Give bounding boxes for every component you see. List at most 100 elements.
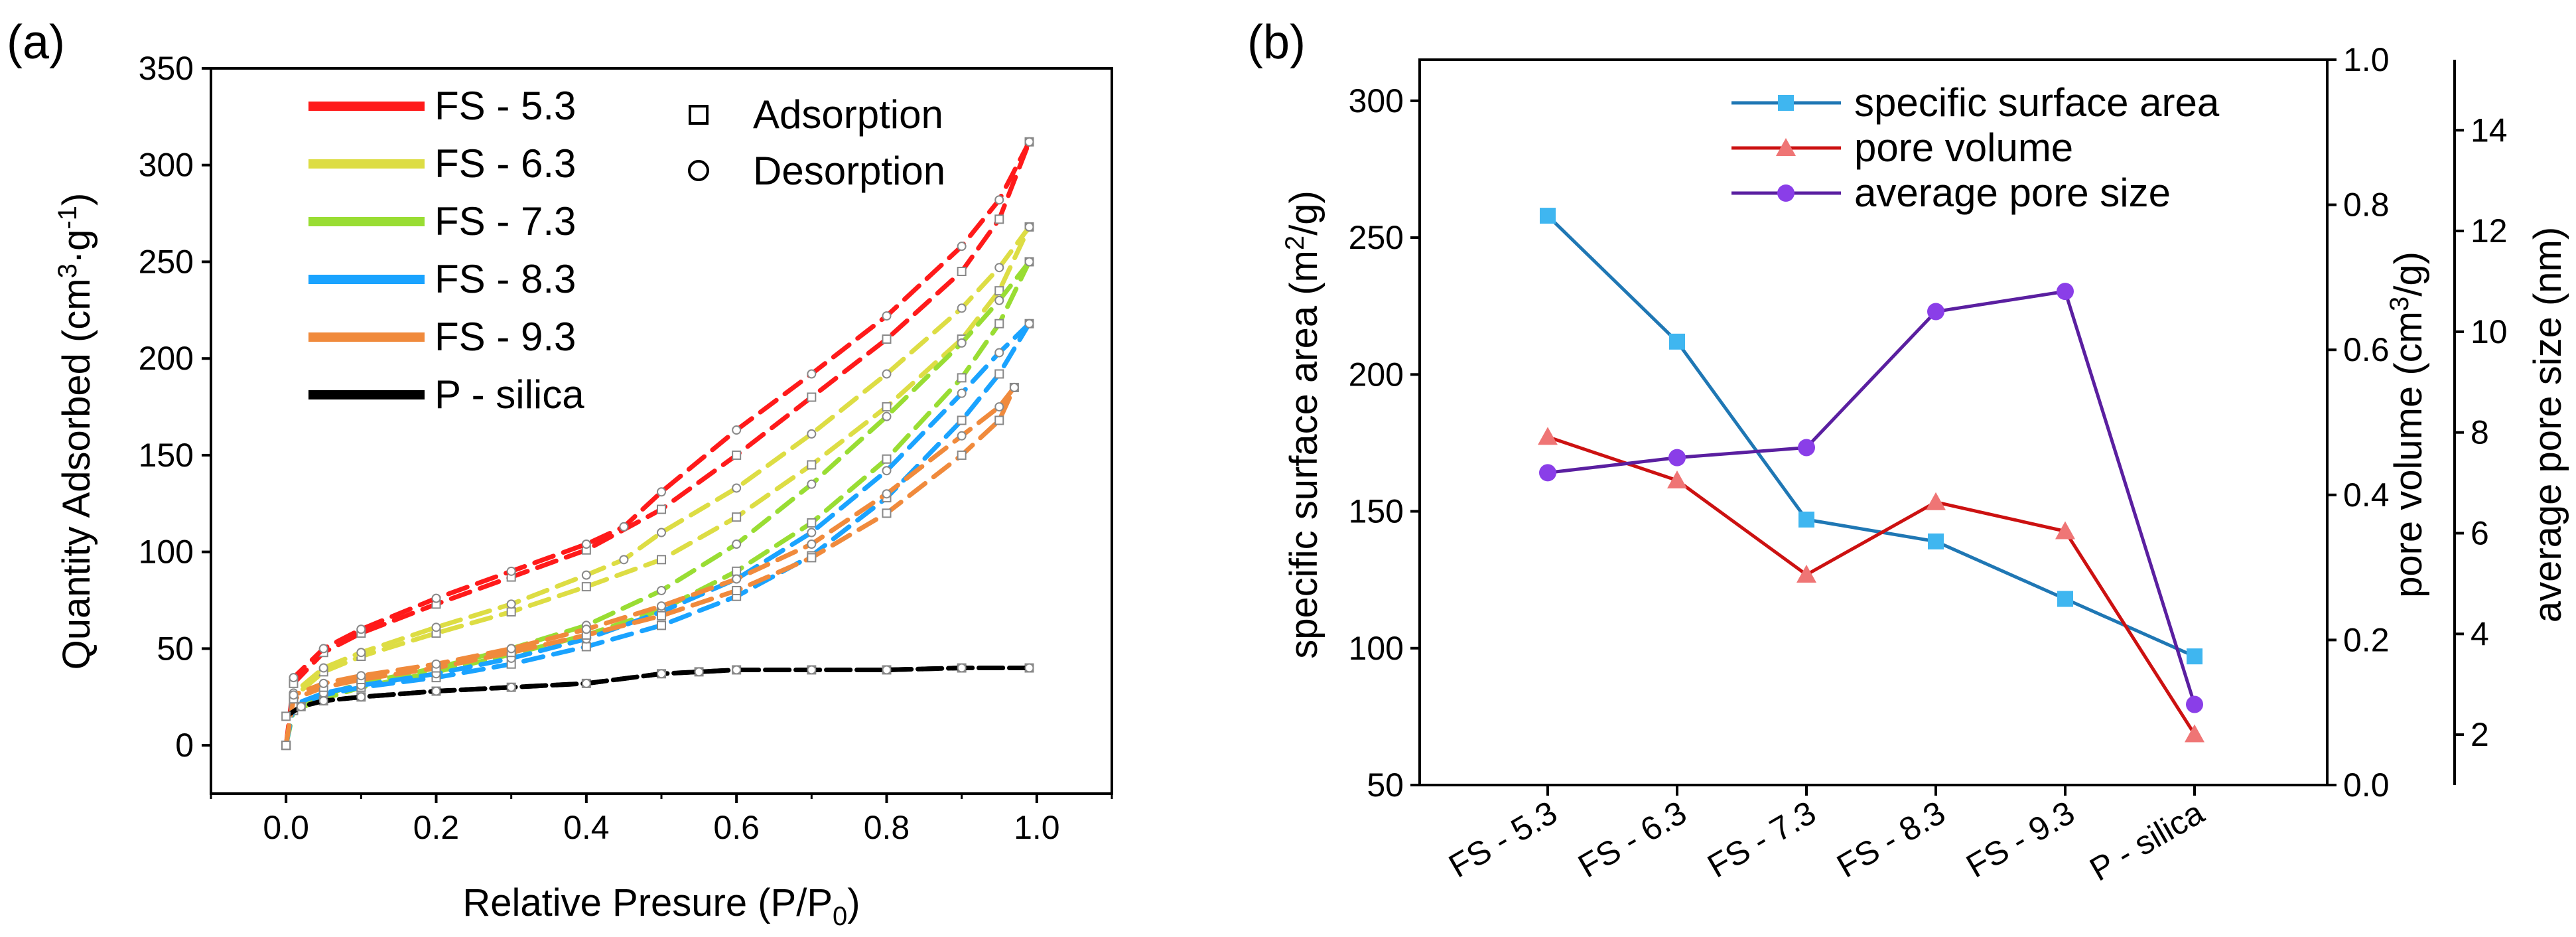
y-tick-label: 100 [1349, 630, 1404, 667]
desorption-marker [506, 644, 516, 654]
adsorption-marker [657, 611, 666, 620]
legend-label: FS - 8.3 [435, 257, 576, 301]
series-line [1547, 435, 2197, 735]
x-tick-label: FS - 8.3 [1830, 794, 1951, 885]
y3-tick-label: 10 [2471, 313, 2508, 350]
adsorption-marker [957, 450, 967, 460]
desorption-marker [296, 701, 306, 711]
desorption-marker [1009, 382, 1019, 392]
legend-desorption-label: Desorption [753, 149, 945, 193]
legend-label: FS - 6.3 [435, 141, 576, 186]
desorption-marker [506, 682, 516, 692]
desorption-marker [1024, 257, 1034, 267]
panel-b-frame [1418, 58, 2329, 786]
legend-label: average pore size [1854, 171, 2171, 215]
desorption-marker [957, 242, 967, 252]
panel-b-chart: FS - 5.3 FS - 6.3 FS - 7.3 FS - 8.3 FS - 9.3… [1280, 41, 2569, 889]
y3-tick-label: 4 [2471, 615, 2489, 652]
data-point [1668, 449, 1686, 467]
adsorption-marker [657, 504, 666, 514]
legend-label: FS - 5.3 [435, 84, 576, 128]
data-point [1927, 303, 1944, 321]
adsorption-marker [732, 585, 742, 595]
x-tick-label: FS - 6.3 [1572, 794, 1692, 885]
panel-a-ticks: 0.0 0.2 0.4 0.6 0.8 1.0 0 50 100 150 200 250 300 350 [139, 50, 1113, 846]
series-line [291, 139, 1032, 680]
adsorption-marker [657, 620, 666, 630]
y-tick-label: 100 [139, 534, 194, 571]
y2-tick-label: 0.6 [2343, 331, 2390, 368]
adsorption-marker [994, 319, 1004, 328]
desorption-marker [732, 540, 742, 549]
y3-tick-label: 14 [2471, 111, 2508, 149]
y-tick-label: 0 [175, 727, 194, 764]
desorption-marker [619, 522, 629, 532]
data-point [2186, 695, 2203, 713]
x-tick-label: 0.8 [864, 809, 910, 846]
desorption-marker [994, 348, 1004, 358]
adsorption-marker [957, 415, 967, 425]
desorption-marker [581, 678, 591, 688]
data-point [1538, 427, 1558, 445]
desorption-marker [957, 303, 967, 313]
adsorption-marker [732, 512, 742, 522]
x-tick-label: 0.2 [413, 809, 460, 846]
desorption-marker [732, 425, 742, 435]
data-point [2057, 591, 2073, 607]
desorption-marker [994, 263, 1004, 273]
legend-label: FS - 9.3 [435, 315, 576, 359]
desorption-marker [657, 585, 666, 595]
x-tick-label: FS - 5.3 [1442, 794, 1563, 885]
desorption-marker [807, 479, 817, 489]
desorption-marker [807, 540, 817, 549]
y2-tick-label: 0.2 [2343, 621, 2390, 658]
legend-desorption-marker [688, 160, 709, 181]
adsorption-marker [807, 518, 817, 528]
panel-b-y2label: pore volume (cm3/g) [2385, 252, 2430, 598]
panel-b-ylabel: specific surface area (m2/g) [1280, 190, 1325, 659]
desorption-marker [356, 624, 366, 634]
legend-marker [1778, 95, 1794, 111]
desorption-marker [807, 429, 817, 439]
desorption-marker [506, 599, 516, 609]
desorption-marker [657, 487, 666, 497]
y-tick-label: 200 [1349, 356, 1404, 393]
series-line [291, 321, 1032, 707]
y2-tick-label: 0.4 [2343, 476, 2390, 514]
adsorption-marker [957, 267, 967, 277]
desorption-marker [657, 669, 666, 679]
desorption-marker [619, 555, 629, 565]
panel-a-label: (a) [7, 16, 65, 69]
adsorption-marker [506, 607, 516, 617]
adsorption-marker [994, 369, 1004, 379]
series-line [283, 224, 1032, 748]
desorption-marker [957, 338, 967, 348]
series-line [1547, 289, 2197, 705]
panel-a-xlabel: Relative Presure (P/P0) [462, 881, 860, 931]
desorption-marker [882, 489, 892, 499]
x-tick-label: 0.4 [563, 809, 610, 846]
desorption-marker [431, 686, 441, 696]
y3-tick-label: 12 [2471, 212, 2508, 250]
desorption-marker [732, 574, 742, 584]
data-point [1667, 470, 1687, 488]
desorption-marker [694, 667, 704, 677]
adsorption-marker [281, 711, 291, 721]
desorption-marker [882, 411, 892, 421]
desorption-marker [318, 663, 328, 673]
desorption-marker [807, 665, 817, 675]
desorption-marker [289, 673, 299, 683]
adsorption-marker [807, 392, 817, 402]
legend-label: specific surface area [1854, 80, 2220, 125]
adsorption-marker [657, 555, 666, 565]
adsorption-marker [807, 553, 817, 563]
desorption-marker [506, 566, 516, 576]
series-line [291, 224, 1032, 695]
adsorption-marker [732, 450, 742, 460]
legend-label: pore volume [1854, 125, 2073, 170]
desorption-marker [882, 466, 892, 476]
y3-tick-label: 2 [2471, 716, 2489, 753]
data-point [2055, 521, 2075, 540]
desorption-marker [581, 570, 591, 580]
adsorption-marker [732, 566, 742, 576]
